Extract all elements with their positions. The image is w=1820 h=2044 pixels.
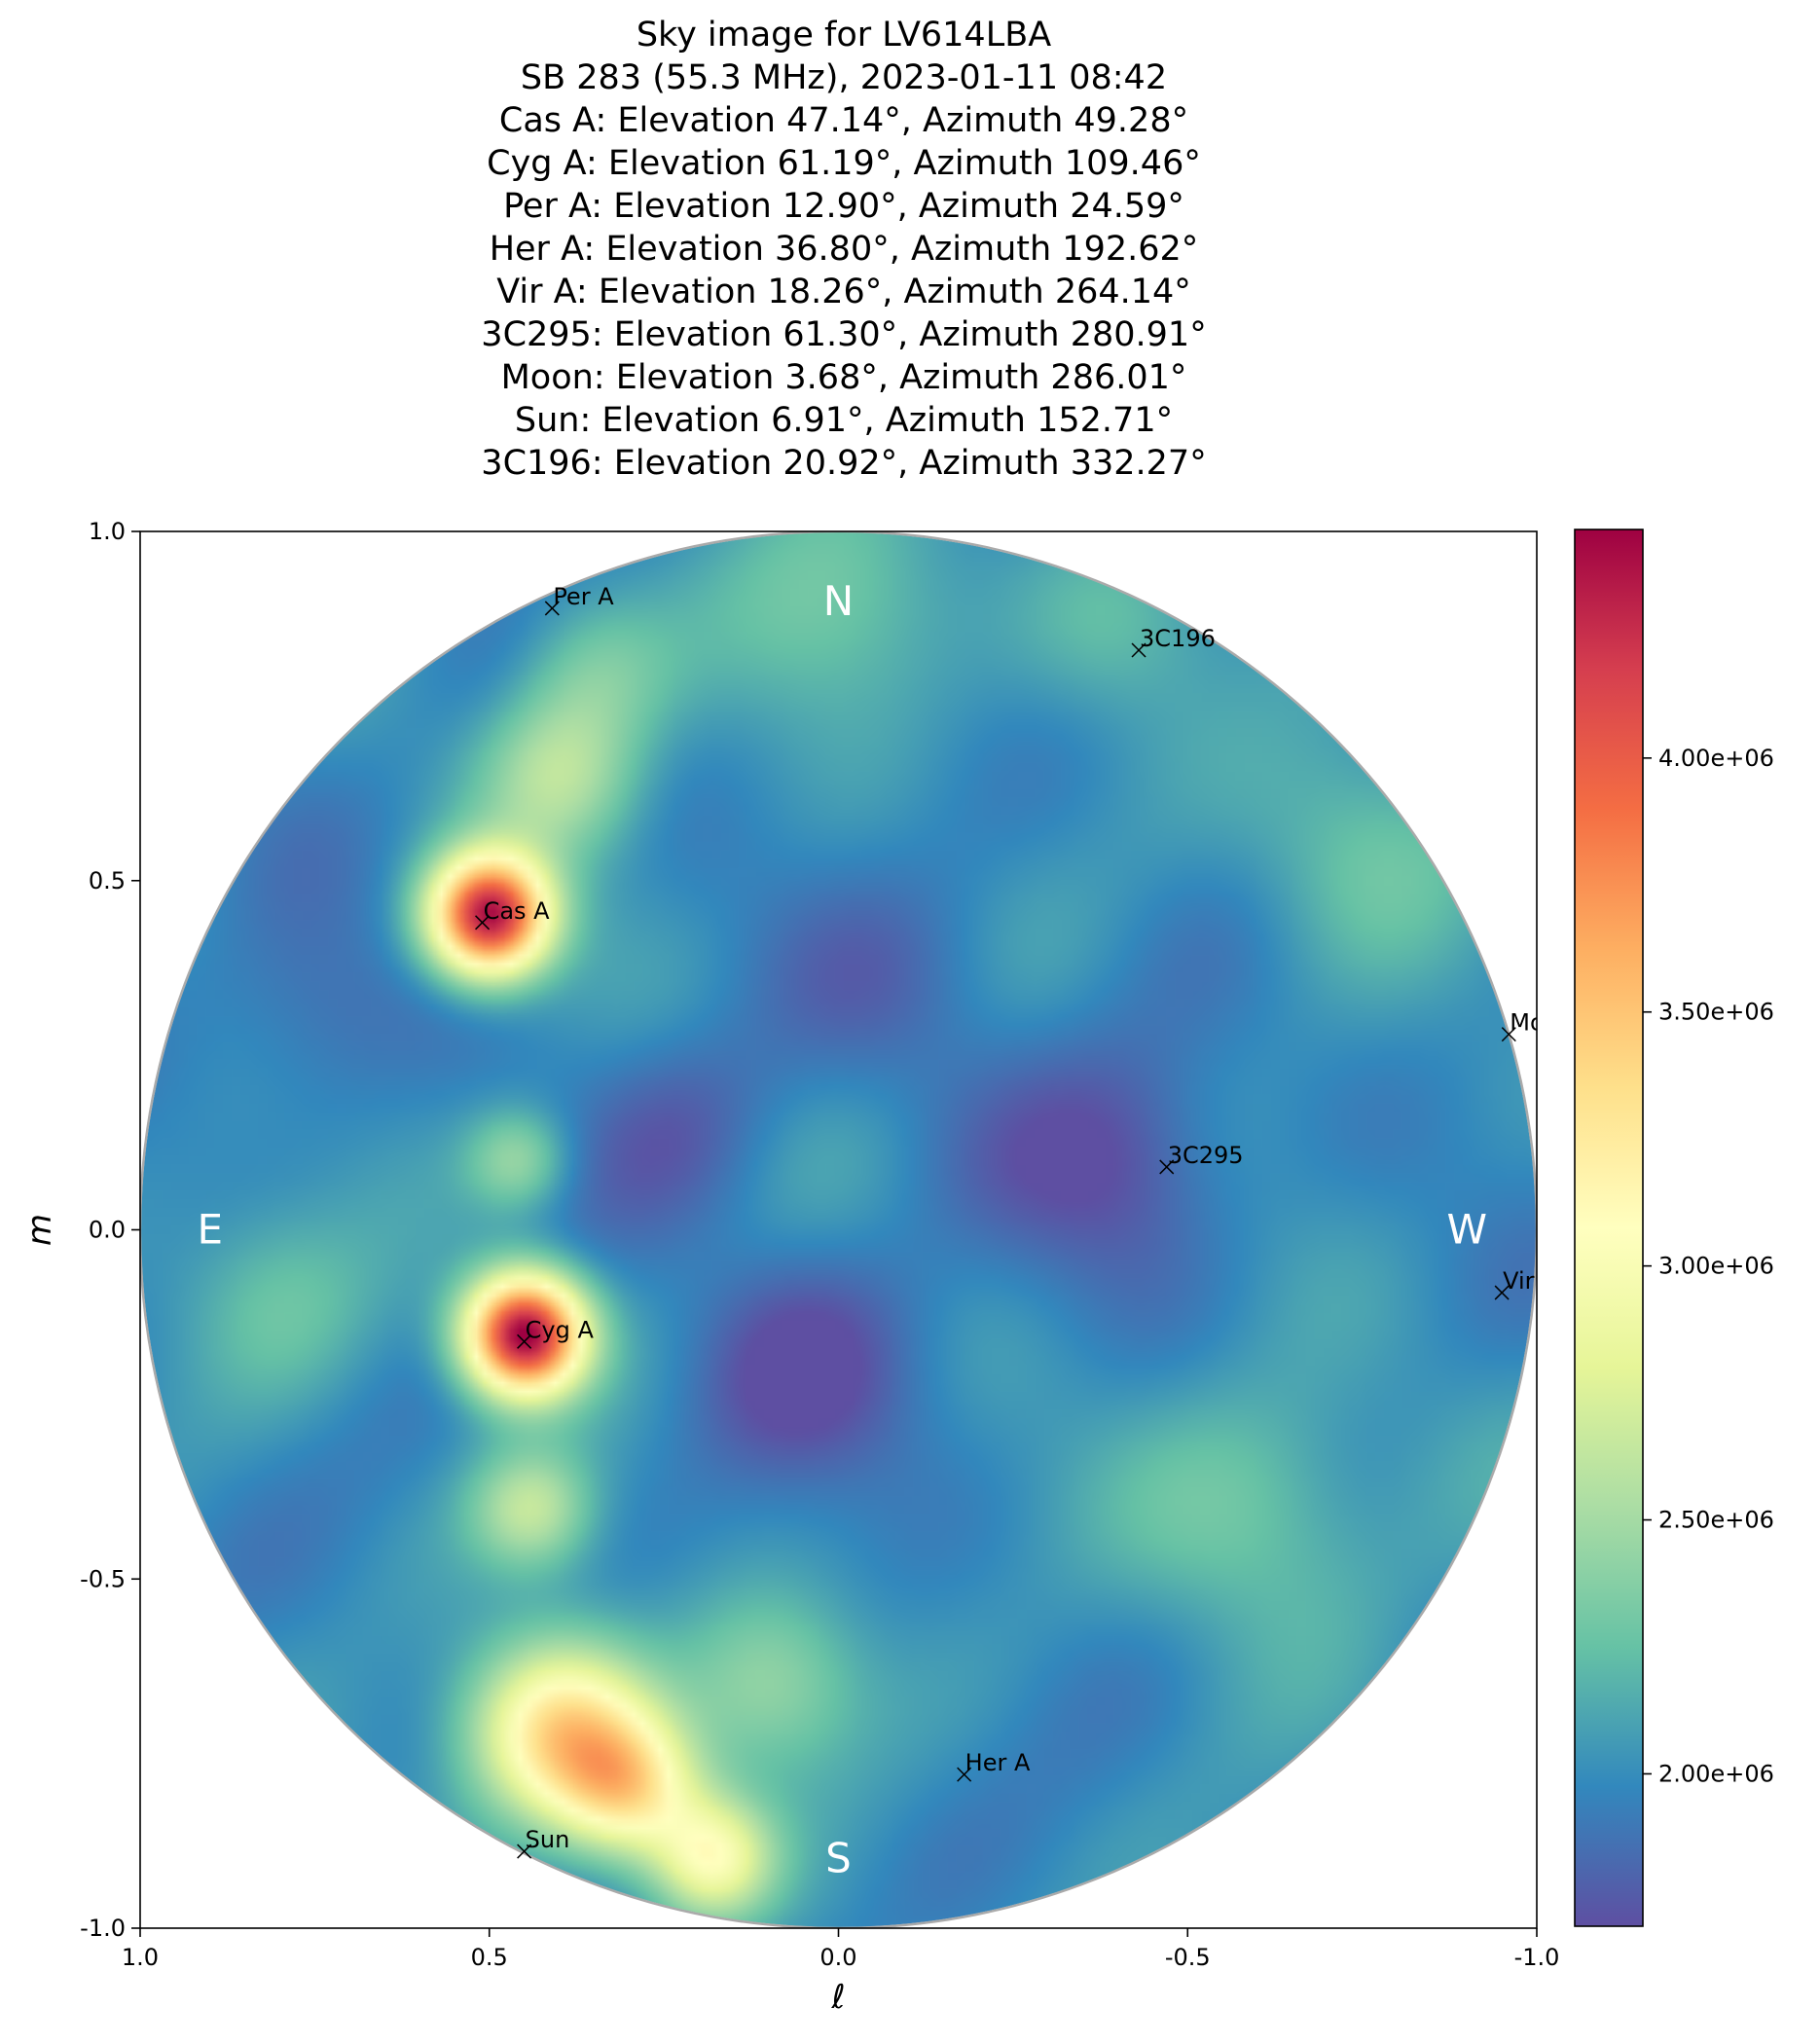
source-marker: 3C196 (1131, 625, 1216, 658)
cardinal-label: E (197, 1206, 223, 1254)
colorbar-tick-label: 4.00e+06 (1658, 745, 1774, 772)
marker-cross (1501, 1027, 1516, 1042)
title-line: Her A: Elevation 36.80°, Azimuth 192.62° (489, 230, 1199, 269)
marker-cross (1159, 1159, 1175, 1175)
sky-heatmap (140, 531, 1537, 1928)
colorbar-scale (1574, 529, 1644, 1927)
source-label: Sun (526, 1826, 570, 1853)
marker-cross (517, 1843, 532, 1859)
marker-cross (957, 1767, 972, 1782)
colorbar-tick-label: 3.00e+06 (1658, 1253, 1774, 1280)
source-label: Vir A (1503, 1267, 1558, 1295)
chart-title: Sky image for LV614LBA SB 283 (55.3 MHz)… (0, 14, 1688, 485)
colorbar: 2.00e+06 2.50e+06 3.00e+06 3.50e+06 4.00e+06 (1574, 529, 1774, 1927)
x-tick-label: 0.5 (471, 1944, 508, 1971)
title-line: Sun: Elevation 6.91°, Azimuth 152.71° (514, 401, 1174, 440)
y-axis-label: m (20, 1214, 59, 1246)
title-line: Moon: Elevation 3.68°, Azimuth 286.01° (500, 358, 1187, 397)
x-axis-label: ℓ (830, 1978, 845, 2017)
x-tick-label: 1.0 (122, 1944, 159, 1971)
title-line: Vir A: Elevation 18.26°, Azimuth 264.14° (496, 273, 1191, 311)
marker-cross (1131, 642, 1147, 658)
source-marker: 3C295 (1159, 1142, 1244, 1175)
title-line: 3C295: Elevation 61.30°, Azimuth 280.91° (481, 315, 1207, 354)
y-tick-label: 1.0 (89, 518, 126, 545)
sky-heatmap-image (141, 532, 1536, 1927)
x-tick-label: -1.0 (1514, 1944, 1560, 1971)
colorbar-tick-label: 2.50e+06 (1658, 1507, 1774, 1534)
source-label: Moon (1510, 1009, 1573, 1037)
source-label: 3C295 (1168, 1142, 1244, 1169)
marker-cross (475, 915, 491, 931)
marker-cross (517, 1333, 532, 1349)
cardinal-label: W (1446, 1206, 1487, 1254)
title-line: Cas A: Elevation 47.14°, Azimuth 49.28° (498, 101, 1189, 140)
title-line: Per A: Elevation 12.90°, Azimuth 24.59° (503, 187, 1184, 226)
marker-cross (544, 601, 560, 616)
source-marker: Per A (544, 583, 614, 616)
axes: 1.0 0.5 0.0 -0.5 -1.01.00.50.0-0.5-1.0ℓm (20, 518, 1559, 2017)
y-tick-label: -1.0 (80, 1915, 126, 1942)
title-line: Cyg A: Elevation 61.19°, Azimuth 109.46° (487, 144, 1201, 183)
source-marker: Cas A (475, 897, 551, 931)
y-tick-label: -0.5 (80, 1565, 126, 1592)
title-line: 3C196: Elevation 20.92°, Azimuth 332.27° (481, 444, 1207, 483)
cardinal-label: N (823, 577, 854, 625)
y-tick-label: 0.0 (89, 1217, 126, 1244)
x-tick-label: -0.5 (1165, 1944, 1211, 1971)
colorbar-tick-label: 3.50e+06 (1658, 999, 1774, 1026)
marker-cross (1494, 1285, 1510, 1300)
cardinal-label: S (825, 1834, 852, 1881)
source-marker: Moon (1501, 1009, 1573, 1042)
source-label: Cyg A (526, 1316, 595, 1343)
source-label: 3C196 (1140, 625, 1216, 652)
source-marker: Vir A (1494, 1267, 1558, 1300)
source-marker: Sun (517, 1826, 570, 1859)
title-line: Sky image for LV614LBA (636, 16, 1052, 55)
source-label: Cas A (484, 897, 551, 925)
colorbar-tick-label: 2.00e+06 (1658, 1760, 1774, 1787)
source-label: Per A (553, 583, 614, 610)
source-markers: Per A 3C196 Cas A Moon 3C295 Vir A Cyg A Her A S… (197, 577, 1573, 1882)
title-line: SB 283 (55.3 MHz), 2023-01-11 08:42 (520, 58, 1168, 97)
source-marker: Her A (957, 1749, 1031, 1782)
x-tick-label: 0.0 (819, 1944, 856, 1971)
source-label: Her A (965, 1749, 1031, 1776)
y-tick-label: 0.5 (89, 867, 126, 894)
source-marker: Cyg A (517, 1316, 595, 1349)
